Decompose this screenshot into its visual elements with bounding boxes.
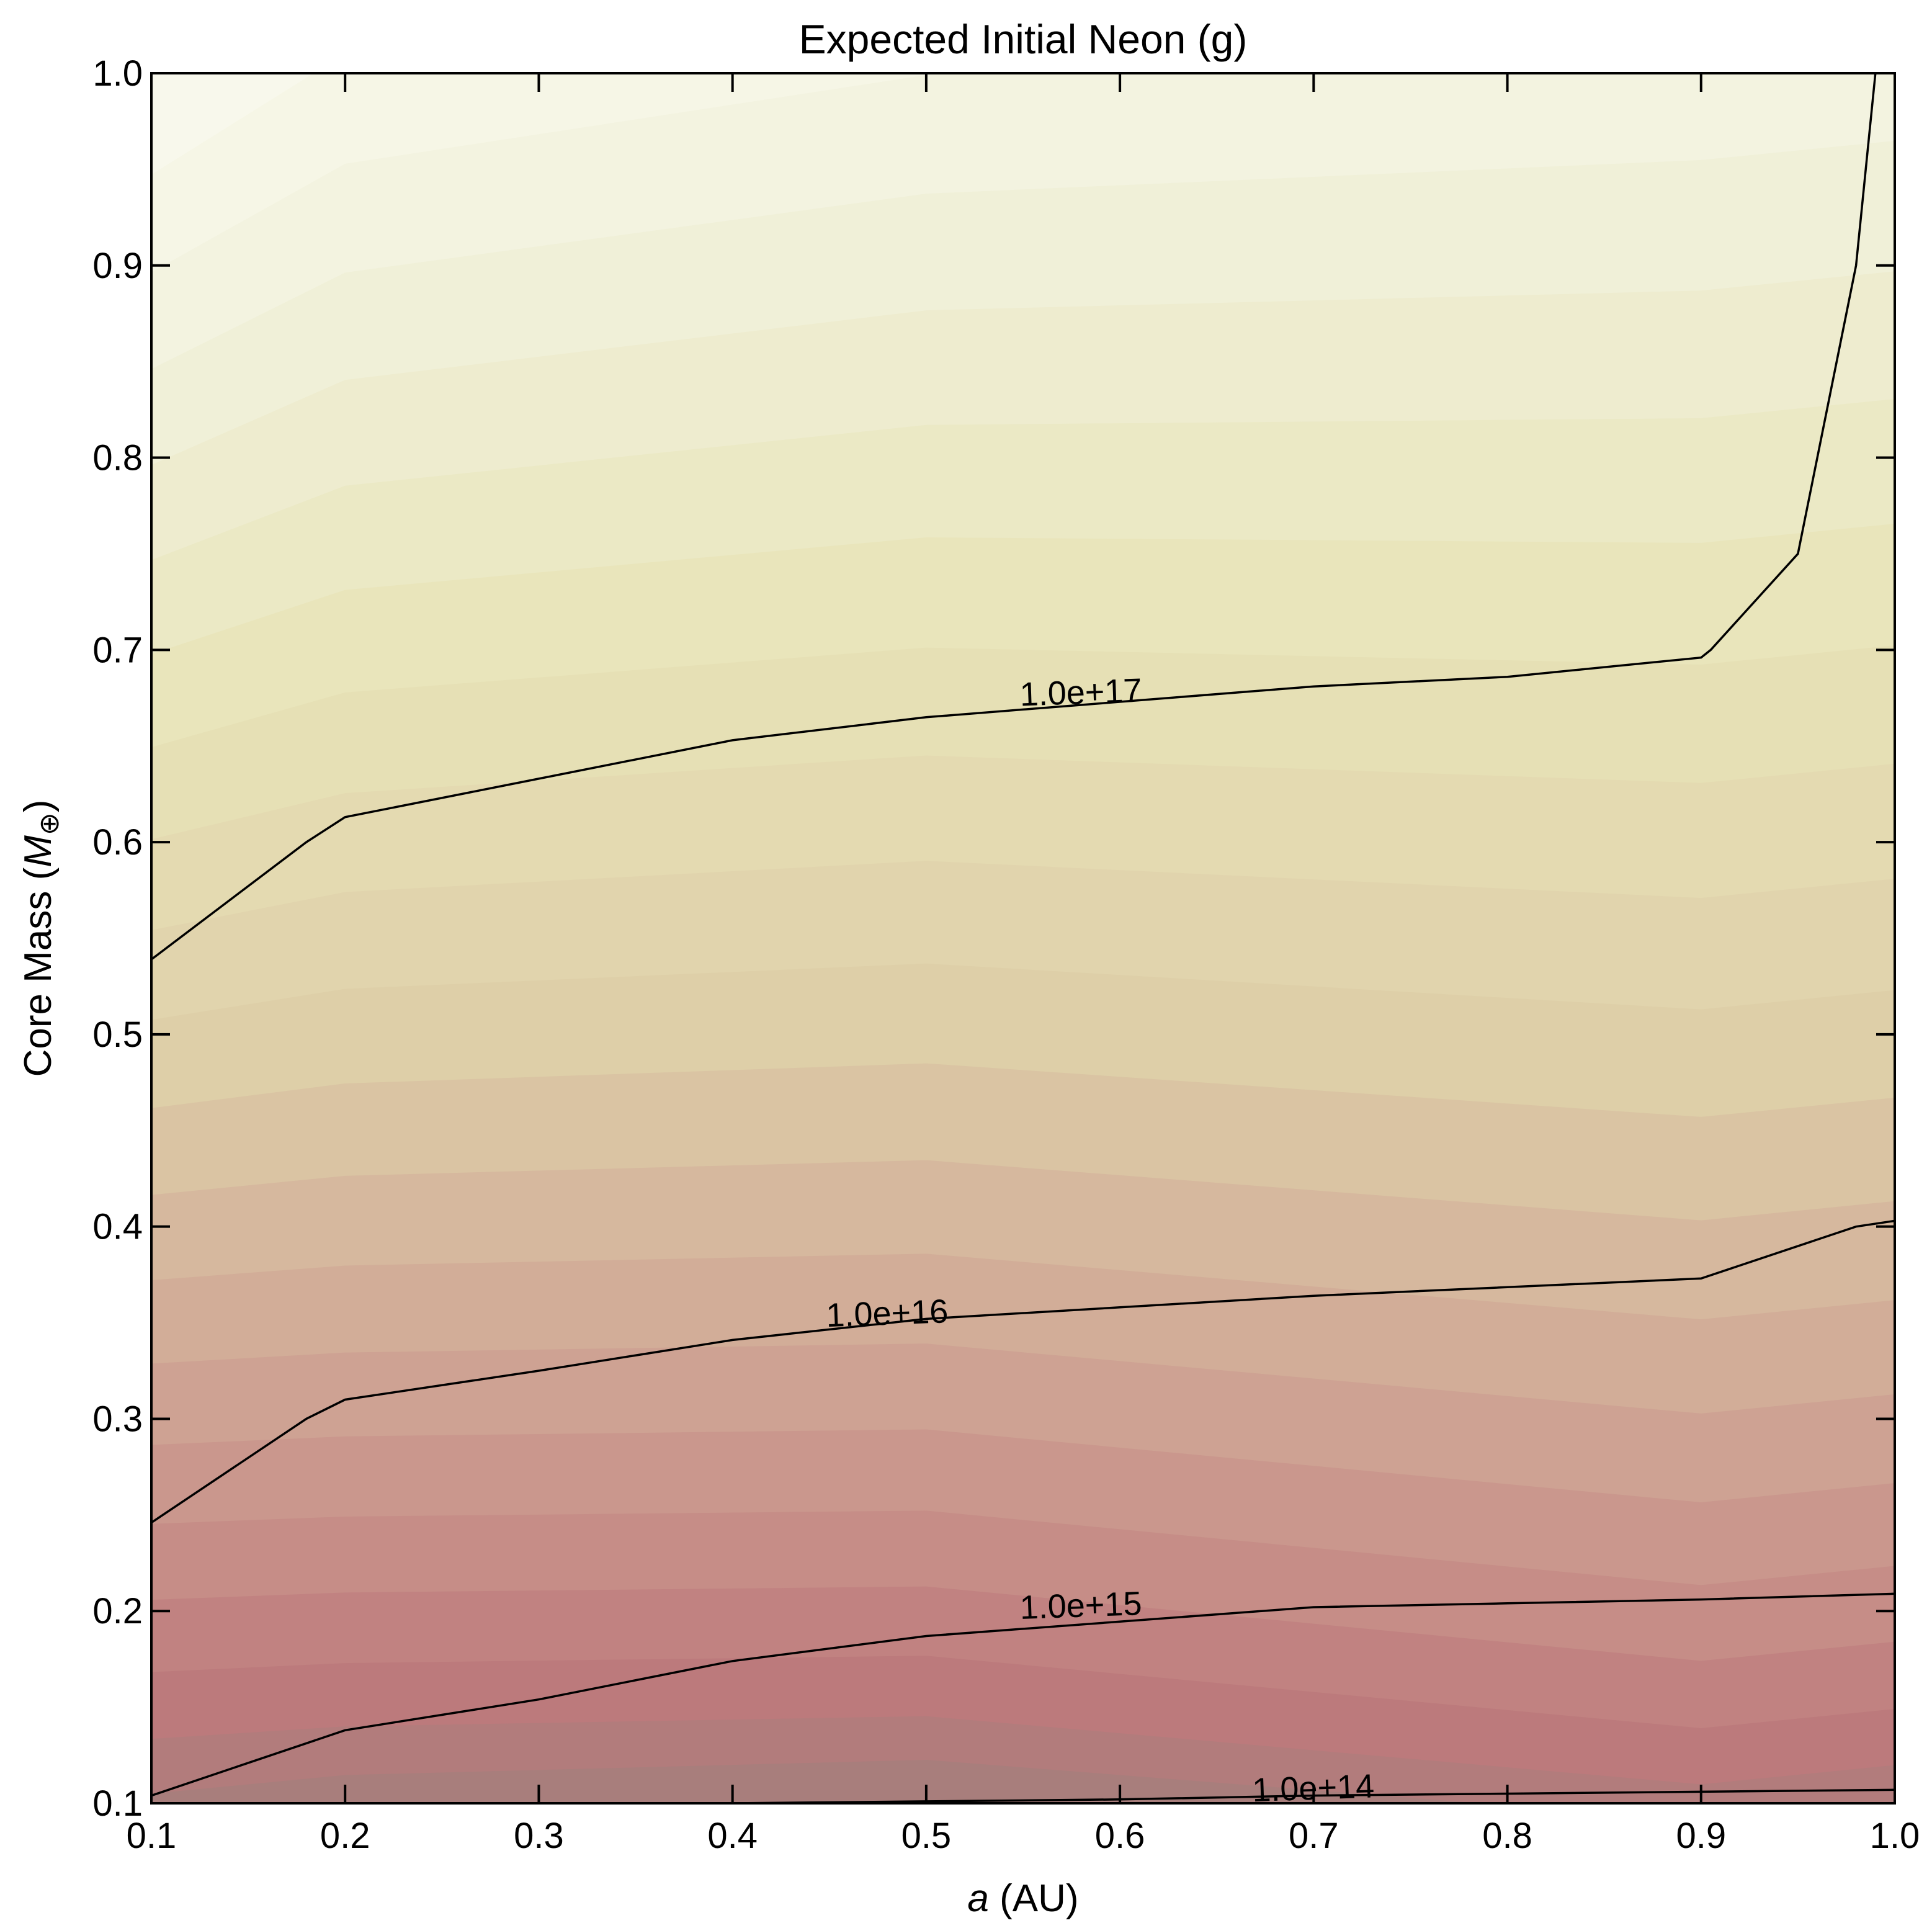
x-tick-label: 0.5 [901,1816,952,1856]
x-tick-label: 0.1 [127,1816,177,1856]
y-axis-title-main: Core Mass ( [17,867,60,1077]
y-tick-labels: 0.1 0.2 0.3 0.4 0.5 0.6 0.7 0.8 0.9 1.0 [92,53,143,1824]
contour-label-text: 1.0e+15 [1019,1585,1143,1626]
chart-title: Expected Initial Neon (g) [799,16,1248,62]
y-axis-title: Core Mass (M⊕) [17,800,65,1077]
contour-label-text: 1.0e+16 [825,1293,949,1334]
contour-band [151,73,1895,369]
y-tick-label: 0.1 [92,1783,143,1824]
x-axis-title: a (AU) [967,1877,1078,1920]
contour-label-0: 1.0e+17 [1019,672,1143,714]
y-tick-label: 0.9 [92,246,143,286]
contour-fills [151,73,1895,1803]
y-tick-label: 0.3 [92,1399,143,1439]
contour-line-0 [151,73,1877,961]
contour-line-1 [151,1219,1895,1524]
contour-label-2: 1.0e+15 [1019,1585,1143,1626]
x-tick-labels: 0.1 0.2 0.3 0.4 0.5 0.6 0.7 0.8 0.9 1.0 [127,1816,1920,1856]
y-tick-label: 0.8 [92,438,143,478]
y-axis-title-subscript: ⊕ [34,812,65,835]
x-tick-label: 0.7 [1289,1816,1339,1856]
x-axis-title-unit: (AU) [989,1877,1079,1920]
x-tick-label: 0.4 [707,1816,758,1856]
x-tick-label: 1.0 [1870,1816,1920,1856]
axis-ticks [150,72,1896,1805]
contour-line-2 [151,1592,1895,1797]
contour-label-text: 1.0e+17 [1019,672,1143,714]
y-tick-label: 0.4 [92,1207,143,1247]
y-axis-title-symbol: M [17,835,60,868]
contour-band [151,73,314,175]
contour-label-1: 1.0e+16 [825,1293,949,1334]
plot-frame [150,72,1896,1805]
y-tick-label: 0.2 [92,1591,143,1631]
x-tick-label: 0.9 [1676,1816,1726,1856]
y-axis-title-close: ) [17,800,60,813]
x-axis-title-symbol: a [967,1877,988,1920]
y-tick-label: 0.5 [92,1015,143,1055]
y-tick-label: 1.0 [92,53,143,94]
contour-band [151,73,955,272]
x-tick-label: 0.2 [320,1816,370,1856]
y-tick-label: 0.7 [92,630,143,670]
x-tick-label: 0.6 [1095,1816,1145,1856]
x-tick-label: 0.8 [1482,1816,1532,1856]
x-tick-label: 0.3 [514,1816,564,1856]
y-tick-label: 0.6 [92,822,143,863]
